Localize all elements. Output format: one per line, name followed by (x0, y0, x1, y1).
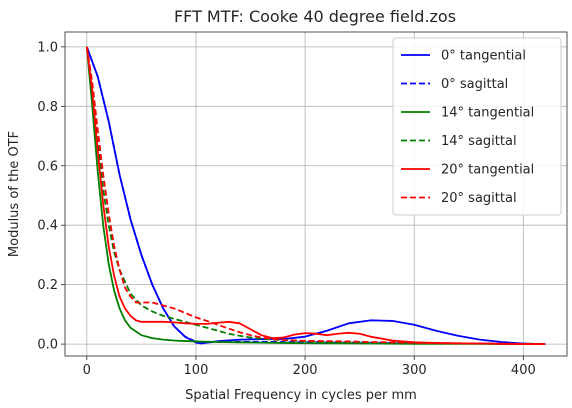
legend-entry: 20° sagittal (441, 191, 517, 206)
legend: 0° tangential 0° sagittal 14° tangential 14… (392, 37, 562, 216)
series-line-20-sagittal (85, 46, 546, 346)
y-tick-label: 0.0 (37, 338, 58, 353)
legend-entry: 0° sagittal (441, 77, 508, 92)
y-tick-label: 0.8 (37, 100, 58, 115)
y-tick-label: 0.2 (37, 278, 58, 293)
legend-entry: 20° tangential (441, 163, 534, 178)
x-tick-label: 0 (83, 363, 91, 378)
legend-box (392, 37, 562, 216)
y-tick-label: 0.4 (37, 219, 58, 234)
legend-entry: 14° sagittal (441, 134, 517, 149)
plot-frame (64, 31, 568, 357)
x-tick-label: 400 (511, 363, 536, 378)
y-tick-label: 1.0 (37, 40, 58, 55)
series-lines (85, 46, 546, 346)
x-tick-label: 200 (293, 363, 318, 378)
y-tick-label: 0.6 (37, 159, 58, 174)
legend-entry: 14° tangential (441, 106, 534, 121)
axes: 0 100 200 300 400 0.0 0.2 0.4 0.6 0.8 1.0 (37, 31, 568, 378)
series-line-20-tangential (85, 46, 546, 346)
chart-title: FFT MTF: Cooke 40 degree field.zos (174, 7, 456, 26)
x-tick-label: 300 (402, 363, 427, 378)
x-tick-label: 100 (184, 363, 209, 378)
x-axis-label: Spatial Frequency in cycles per mm (185, 388, 417, 403)
legend-entry: 0° tangential (441, 49, 526, 64)
y-axis-label: Modulus of the OTF (7, 131, 22, 257)
series-line-14-tangential (85, 46, 546, 346)
